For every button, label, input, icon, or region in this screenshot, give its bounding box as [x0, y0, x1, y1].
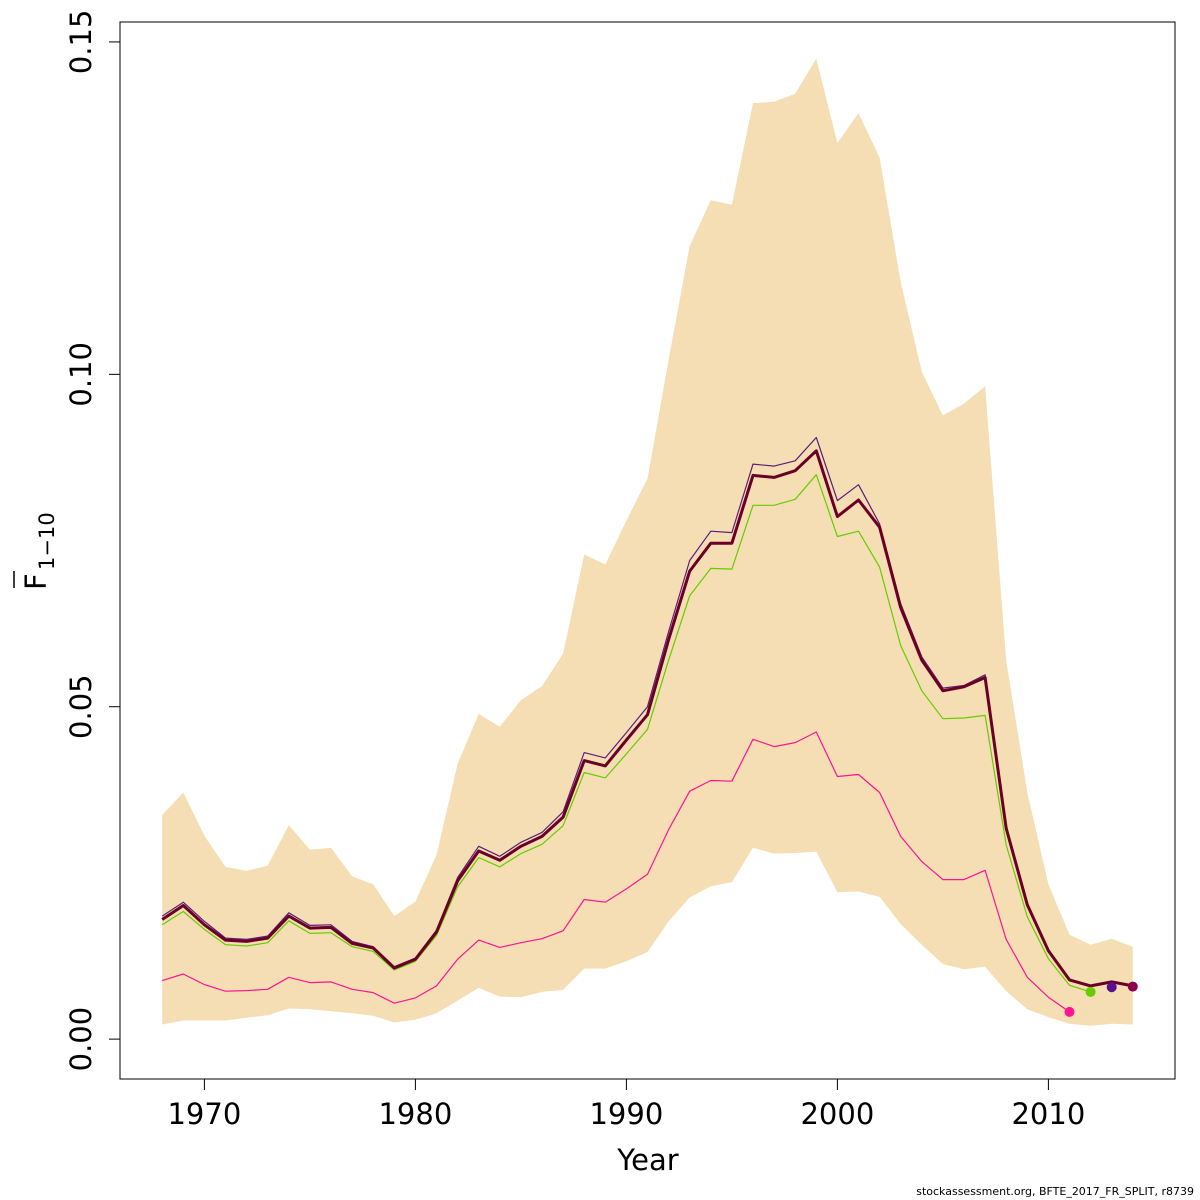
confidence-band-layer — [162, 58, 1133, 1026]
y-axis-title-subscript: 1−10 — [35, 512, 59, 570]
credit-text: stockassessment.org, BFTE_2017_FR_SPLIT,… — [916, 1185, 1194, 1198]
x-tick-label-1990: 1990 — [589, 1097, 663, 1131]
y-tick-label-0: 0.00 — [64, 1007, 98, 1072]
end-point-2011 — [1064, 1006, 1075, 1017]
x-tick-label-1970: 1970 — [167, 1097, 241, 1131]
x-tick-label-2010: 2010 — [1011, 1097, 1085, 1131]
y-tick-label-2: 0.10 — [64, 342, 98, 407]
y-axis: 0.00 0.05 0.10 0.15 — [64, 10, 121, 1072]
x-tick-label-1980: 1980 — [378, 1097, 452, 1131]
y-tick-label-1: 0.05 — [64, 674, 98, 739]
confidence-band — [162, 58, 1133, 1026]
series-line-3 — [162, 731, 1070, 1013]
series-line-2 — [161, 474, 1091, 993]
x-axis-title: Year — [616, 1143, 678, 1177]
y-axis-title: F 1−10 — [13, 512, 59, 590]
y-tick-label-3: 0.15 — [64, 10, 98, 75]
end-point-2014 — [1127, 981, 1138, 992]
series-layer — [161, 436, 1134, 1013]
series-line-4 — [161, 449, 1134, 988]
series-line-1 — [161, 436, 1112, 986]
x-tick-label-2000: 2000 — [800, 1097, 874, 1131]
x-axis: 1970 1980 1990 2000 2010 — [167, 1078, 1085, 1131]
end-point-2012 — [1085, 986, 1096, 997]
y-axis-title-main: F — [19, 573, 53, 590]
end-point-2013 — [1106, 982, 1117, 993]
end-points-layer — [1064, 981, 1138, 1017]
